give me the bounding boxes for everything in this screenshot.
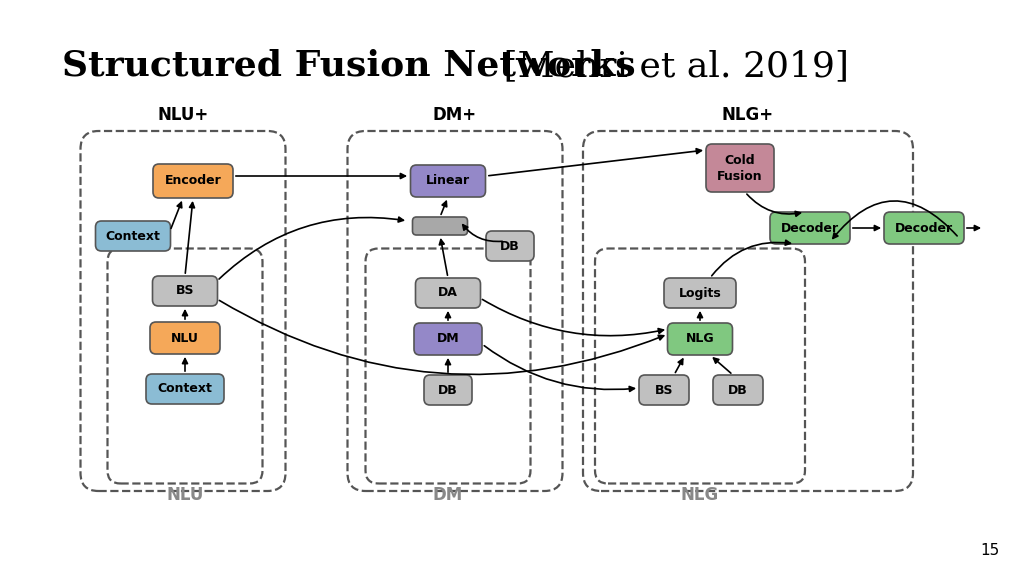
Text: NLG+: NLG+	[722, 106, 774, 124]
FancyBboxPatch shape	[414, 323, 482, 355]
FancyBboxPatch shape	[424, 375, 472, 405]
Text: Structured Fusion Networks: Structured Fusion Networks	[62, 49, 636, 83]
Text: NLU: NLU	[166, 487, 204, 505]
FancyBboxPatch shape	[664, 278, 736, 308]
FancyBboxPatch shape	[770, 212, 850, 244]
Text: Context: Context	[158, 382, 212, 396]
FancyBboxPatch shape	[95, 221, 171, 251]
Text: NLU: NLU	[171, 332, 199, 344]
FancyBboxPatch shape	[413, 217, 468, 235]
Text: DM+: DM+	[433, 106, 477, 124]
Text: Context: Context	[105, 229, 161, 242]
FancyBboxPatch shape	[639, 375, 689, 405]
FancyBboxPatch shape	[668, 323, 732, 355]
Text: Cold: Cold	[725, 153, 756, 166]
Text: Encoder: Encoder	[165, 175, 221, 188]
Text: [Mehri et al. 2019]: [Mehri et al. 2019]	[492, 49, 849, 83]
Text: BS: BS	[654, 384, 673, 396]
Text: NLU+: NLU+	[158, 106, 209, 124]
FancyBboxPatch shape	[150, 322, 220, 354]
Text: DB: DB	[500, 240, 520, 252]
Text: Linear: Linear	[426, 175, 470, 188]
Text: Decoder: Decoder	[895, 222, 953, 234]
Text: DM: DM	[433, 487, 463, 505]
Text: Logits: Logits	[679, 286, 721, 300]
FancyBboxPatch shape	[713, 375, 763, 405]
Text: DB: DB	[728, 384, 748, 396]
Text: Decoder: Decoder	[781, 222, 839, 234]
Text: NLG: NLG	[686, 332, 715, 346]
FancyBboxPatch shape	[706, 144, 774, 192]
FancyBboxPatch shape	[884, 212, 964, 244]
Text: BS: BS	[176, 285, 195, 297]
Text: DA: DA	[438, 286, 458, 300]
FancyBboxPatch shape	[486, 231, 534, 261]
FancyBboxPatch shape	[416, 278, 480, 308]
Text: 15: 15	[981, 543, 1000, 558]
FancyBboxPatch shape	[153, 164, 233, 198]
Text: DB: DB	[438, 384, 458, 396]
Text: NLG: NLG	[681, 487, 719, 505]
FancyBboxPatch shape	[146, 374, 224, 404]
FancyBboxPatch shape	[153, 276, 217, 306]
Text: Fusion: Fusion	[717, 169, 763, 183]
Text: DM: DM	[436, 332, 460, 346]
FancyBboxPatch shape	[411, 165, 485, 197]
